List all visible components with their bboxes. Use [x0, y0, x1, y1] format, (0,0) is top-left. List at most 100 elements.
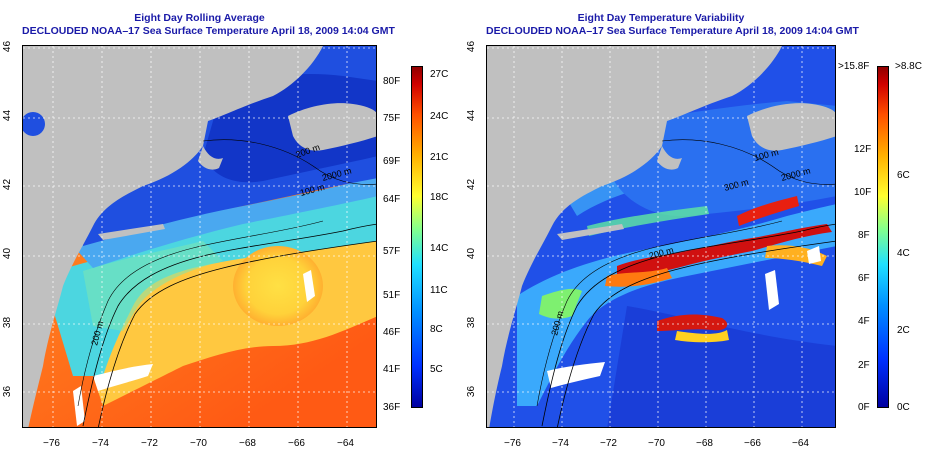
left-cbar-f-46: 46F [383, 327, 401, 338]
right-cbar-f-6: 6F [858, 273, 870, 284]
right-lon-72: −72 [600, 438, 617, 449]
left-lat-40: 40 [2, 247, 14, 260]
right-lat-46: 46 [466, 40, 478, 53]
right-lon-74: −74 [552, 438, 569, 449]
right-cbar-f-12: 12F [854, 144, 872, 155]
left-cbar-c-11: 11C [430, 285, 448, 296]
right-grid [487, 46, 835, 427]
right-lat-44: 44 [466, 109, 478, 122]
left-land-capecod [198, 146, 223, 170]
left-lon-68: −68 [239, 438, 256, 449]
right-contour-gom [661, 139, 835, 185]
left-cbar-c-27: 27C [430, 69, 449, 80]
right-contour-200m [541, 223, 835, 427]
right-lat-42: 42 [466, 178, 478, 191]
left-land-north [23, 46, 323, 427]
right-lon-64: −64 [792, 438, 809, 449]
left-lon-74: −74 [92, 438, 109, 449]
right-title-line1: Eight Day Temperature Variability [577, 12, 745, 24]
left-sst-map[interactable]: 200 m 2000 m 200 m 100 m [22, 45, 377, 428]
left-cbar-f-80: 80F [383, 76, 401, 87]
right-shelf-green [539, 288, 582, 319]
left-nodata-patch-2 [303, 270, 315, 302]
left-cbar-f-64: 64F [383, 194, 401, 205]
right-cbar-f-0: 0F [858, 402, 870, 413]
left-contour-200m [82, 223, 376, 427]
right-nodata-patch-3 [807, 246, 821, 264]
left-land-nova-scotia [288, 103, 376, 151]
right-front-orange [605, 268, 672, 287]
right-front-yellow [675, 330, 729, 343]
left-cbar-c-24: 24C [430, 111, 449, 122]
left-lat-46: 46 [2, 40, 14, 53]
left-mid-shelf [83, 241, 223, 331]
left-nodata-patch [93, 364, 153, 391]
right-cbar-c-2: 2C [897, 325, 910, 336]
right-cbar-f-8: 8F [858, 230, 870, 241]
left-grid [23, 46, 376, 427]
right-land-north [487, 46, 782, 427]
right-contour-100m [536, 220, 783, 407]
right-deep-blue [607, 306, 835, 427]
left-cbar-f-57: 57F [383, 246, 401, 257]
left-warm-eddy [233, 246, 323, 326]
right-contour-2000m [557, 240, 835, 427]
left-title-line2: DECLOUDED NOAA–17 Sea Surface Temperatur… [22, 25, 395, 37]
left-cbar-f-69: 69F [383, 156, 401, 167]
right-land-longisland [557, 224, 624, 240]
left-cbar-c-5: 5C [430, 364, 443, 375]
left-lon-70: −70 [190, 438, 207, 449]
left-lon-76: −76 [43, 438, 60, 449]
left-nodata-patch-3 [73, 386, 85, 426]
left-lat-44: 44 [2, 109, 14, 122]
right-land-nova-scotia [747, 103, 835, 151]
right-lon-70: −70 [648, 438, 665, 449]
left-lat-42: 42 [2, 178, 14, 191]
right-variability-map[interactable]: 100 m 300 m 2000 m 200 m 200 m [486, 45, 836, 428]
right-front-north [737, 196, 799, 226]
right-front-main [617, 224, 832, 278]
left-title-line1: Eight Day Rolling Average [134, 12, 265, 24]
right-cbar-f-10: 10F [854, 187, 872, 198]
left-lat-38: 38 [2, 316, 14, 329]
left-lat-36: 36 [2, 385, 14, 398]
left-lon-66: −66 [288, 438, 305, 449]
left-colorbar [411, 66, 423, 408]
left-map-svg: 200 m 2000 m 200 m 100 m [23, 46, 376, 427]
left-lon-72: −72 [141, 438, 158, 449]
right-cbar-f-2: 2F [858, 360, 870, 371]
left-land-longisland [98, 224, 165, 240]
left-cbar-f-75: 75F [383, 113, 401, 124]
left-cbar-c-21: 21C [430, 152, 449, 163]
right-cbar-c-0: 0C [897, 402, 910, 413]
right-front-south [657, 314, 728, 331]
left-cbar-c-8: 8C [430, 324, 443, 335]
left-contour-100m [77, 220, 324, 407]
right-lon-68: −68 [696, 438, 713, 449]
left-cbar-c-14: 14C [430, 243, 449, 254]
right-cbar-f-4: 4F [858, 316, 870, 327]
right-cbar-f-max: >15.8F [838, 61, 870, 72]
left-cbar-f-51: 51F [383, 290, 401, 301]
right-cbar-c-6: 6C [897, 170, 910, 181]
left-cbar-f-36: 36F [383, 402, 401, 413]
left-cool-band [73, 176, 376, 268]
right-land-capecod [657, 146, 682, 170]
right-colorbar [877, 66, 889, 408]
right-cbar-c-4: 4C [897, 248, 910, 259]
right-lat-38: 38 [466, 316, 478, 329]
right-title-line2: DECLOUDED NOAA–17 Sea Surface Temperatur… [486, 25, 859, 37]
right-map-svg: 100 m 300 m 2000 m 200 m 200 m [487, 46, 835, 427]
right-lon-76: −76 [504, 438, 521, 449]
left-contour-gom [202, 139, 376, 185]
left-cbar-c-18: 18C [430, 192, 449, 203]
left-lon-64: −64 [337, 438, 354, 449]
right-cbar-c-max: >8.8C [895, 61, 922, 72]
right-nodata-patch-2 [765, 270, 779, 310]
right-nodata-patch-1 [547, 362, 605, 388]
right-lat-36: 36 [466, 385, 478, 398]
left-cbar-f-41: 41F [383, 364, 401, 375]
right-lat-40: 40 [466, 247, 478, 260]
right-shelf-cyan [517, 204, 835, 406]
right-lon-66: −66 [744, 438, 761, 449]
